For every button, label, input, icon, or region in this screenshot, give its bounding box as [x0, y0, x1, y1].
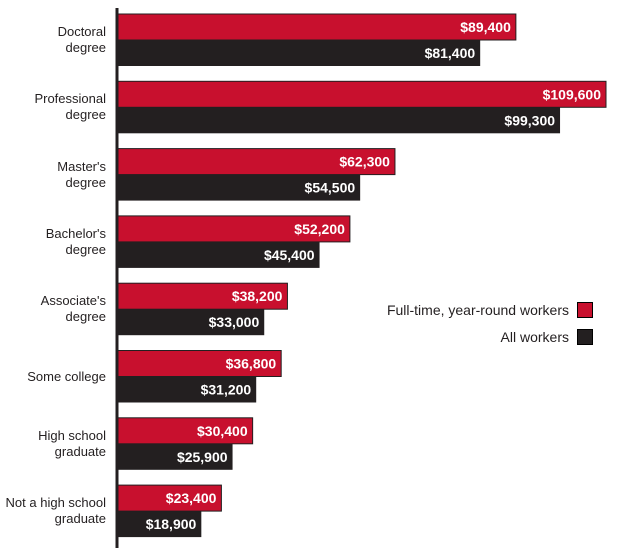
data-label-fulltime-1: $109,600 — [543, 86, 602, 102]
category-label-line: Some college — [27, 368, 106, 384]
category-label-line: Associate's — [40, 293, 106, 309]
category-label-line: degree — [65, 309, 106, 325]
category-label-line: degree — [65, 107, 106, 123]
category-label-line: Not a high school — [5, 495, 106, 511]
data-label-all-7: $18,900 — [146, 516, 197, 532]
data-label-all-4: $33,000 — [209, 314, 260, 330]
bar-all-7 — [117, 511, 202, 538]
data-label-fulltime-6: $30,400 — [197, 423, 248, 439]
category-label-associate-s-degree: Associate's degree — [0, 293, 106, 325]
legend-label-all: All workers — [500, 329, 569, 345]
category-label-bachelor-s-degree: Bachelor's degree — [0, 226, 106, 258]
bar-fulltime-7 — [116, 484, 222, 512]
bar-fulltime-1 — [116, 80, 607, 108]
legend-swatch-all — [577, 329, 593, 345]
data-label-all-3: $45,400 — [264, 247, 315, 263]
bar-all-3 — [117, 241, 320, 268]
bar-all-6 — [117, 443, 233, 470]
category-label-line: Doctoral — [57, 24, 106, 39]
category-label-line: degree — [65, 174, 106, 190]
data-label-all-0: $81,400 — [425, 45, 476, 61]
category-label-line: Bachelor's — [45, 225, 106, 241]
category-label-line: Master's — [57, 158, 106, 174]
bar-fulltime-0 — [116, 13, 517, 41]
category-label-line: degree — [65, 40, 106, 55]
bar-all-0 — [117, 40, 481, 66]
category-label-line: graduate — [54, 511, 106, 527]
legend-swatch-fulltime — [577, 302, 593, 318]
data-label-all-5: $31,200 — [201, 382, 252, 398]
data-label-all-1: $99,300 — [504, 112, 555, 128]
category-label-some-college: Some college — [0, 369, 106, 385]
bars-group: $89,400 $81,400 $109,600 $99,300 $62,300 $54,… — [116, 13, 607, 538]
data-label-fulltime-4: $38,200 — [232, 288, 283, 304]
bar-fulltime-2 — [116, 148, 396, 176]
bar-all-4 — [117, 309, 265, 336]
legend-item-all: All workers — [501, 329, 593, 345]
category-label-line: Professional — [34, 91, 106, 107]
bar-all-2 — [117, 174, 361, 201]
category-label-line: degree — [65, 241, 106, 257]
category-label-master-s-degree: Master's degree — [0, 159, 106, 191]
legend-label-fulltime: Full-time, year-round workers — [386, 302, 569, 318]
data-label-fulltime-3: $52,200 — [294, 221, 345, 237]
bar-fulltime-5 — [116, 350, 282, 377]
category-label-doctoral-degree: Doctoral degree — [0, 24, 106, 56]
category-label-professional-degree: Professional degree — [0, 91, 106, 123]
data-label-fulltime-7: $23,400 — [166, 490, 217, 506]
bar-all-5 — [117, 376, 257, 403]
category-label-line: High school — [38, 427, 106, 443]
data-label-fulltime-0: $89,400 — [460, 19, 511, 35]
category-label-not-a-high-school-graduate: Not a high school graduate — [0, 495, 106, 527]
data-label-fulltime-2: $62,300 — [339, 154, 390, 170]
data-label-fulltime-5: $36,800 — [226, 356, 277, 372]
category-label-line: graduate — [54, 443, 106, 459]
data-label-all-2: $54,500 — [305, 180, 356, 196]
category-label-high-school-graduate: High school graduate — [0, 428, 106, 460]
bar-all-1 — [117, 107, 561, 134]
data-label-all-6: $25,900 — [177, 449, 228, 465]
legend-item-fulltime: Full-time, year-round workers — [387, 302, 593, 318]
